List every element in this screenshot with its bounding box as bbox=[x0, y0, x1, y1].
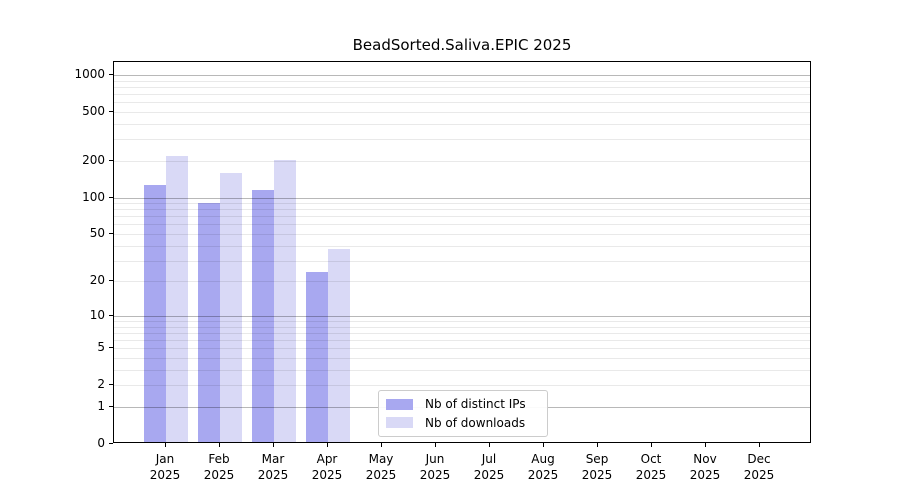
gridline-minor bbox=[114, 385, 810, 387]
gridline-minor bbox=[114, 203, 810, 205]
gridline-minor bbox=[114, 340, 810, 342]
gridline-minor bbox=[114, 326, 810, 328]
bar-distinct-ips bbox=[198, 202, 220, 442]
x-tick-label: Dec 2025 bbox=[743, 452, 775, 482]
y-tick-label: 500 bbox=[82, 103, 105, 118]
y-tick-mark bbox=[109, 384, 113, 386]
gridline-minor bbox=[114, 358, 810, 360]
legend-swatch-distinct-ips bbox=[386, 398, 413, 410]
gridline-minor bbox=[114, 369, 810, 371]
x-tick-label: Sep 2025 bbox=[581, 452, 613, 482]
bar-distinct-ips bbox=[144, 184, 166, 442]
legend-label-distinct-ips: Nb of distinct IPs bbox=[425, 397, 526, 412]
gridline-minor bbox=[114, 245, 810, 247]
x-tick-mark bbox=[596, 443, 598, 447]
gridline-minor bbox=[114, 123, 810, 125]
gridline-minor bbox=[114, 80, 810, 82]
x-tick-label: Feb 2025 bbox=[203, 452, 235, 482]
x-tick-label: Jun 2025 bbox=[419, 452, 451, 482]
x-tick-mark bbox=[650, 443, 652, 447]
x-tick-mark bbox=[272, 443, 274, 447]
gridline-minor bbox=[114, 111, 810, 113]
y-tick-mark bbox=[109, 405, 113, 407]
gridline-minor bbox=[114, 332, 810, 334]
y-tick-mark bbox=[109, 443, 113, 444]
x-tick-mark bbox=[380, 443, 382, 447]
y-tick-label: 200 bbox=[82, 152, 105, 167]
gridline-minor bbox=[114, 209, 810, 211]
bar-downloads bbox=[274, 159, 296, 442]
legend-item-distinct-ips: Nb of distinct IPs bbox=[379, 397, 547, 411]
gridline-minor bbox=[114, 233, 810, 235]
y-tick-label: 1000 bbox=[74, 67, 105, 81]
gridline-minor bbox=[114, 86, 810, 88]
plot-area bbox=[113, 61, 811, 443]
y-tick-mark bbox=[109, 280, 113, 282]
gridline-minor bbox=[114, 224, 810, 226]
y-tick-mark bbox=[109, 232, 113, 234]
y-tick-mark bbox=[109, 347, 113, 349]
gridline-minor bbox=[114, 348, 810, 350]
x-tick-label: Jan 2025 bbox=[149, 452, 181, 482]
x-tick-label: Apr 2025 bbox=[311, 452, 343, 482]
y-tick-mark bbox=[109, 159, 113, 161]
gridline-major bbox=[114, 75, 810, 76]
bar-distinct-ips bbox=[306, 272, 328, 442]
x-tick-mark bbox=[488, 443, 490, 447]
gridline-minor bbox=[114, 160, 810, 162]
y-tick-label: 100 bbox=[82, 189, 105, 204]
gridline-minor bbox=[114, 321, 810, 323]
y-tick-label: 50 bbox=[89, 225, 105, 240]
gridline-minor bbox=[114, 281, 810, 283]
y-tick-mark bbox=[109, 110, 113, 112]
gridline-minor bbox=[114, 102, 810, 104]
bar-downloads bbox=[166, 155, 188, 442]
x-tick-label: May 2025 bbox=[365, 452, 397, 482]
y-tick-label: 1 bbox=[97, 398, 105, 413]
gridline-minor bbox=[114, 260, 810, 262]
legend-swatch-downloads bbox=[386, 417, 413, 429]
x-tick-label: Mar 2025 bbox=[257, 452, 289, 482]
bar-distinct-ips bbox=[252, 189, 274, 442]
legend: Nb of distinct IPs Nb of downloads bbox=[378, 390, 548, 437]
chart-title: BeadSorted.Saliva.EPIC 2025 bbox=[352, 36, 572, 54]
y-tick-mark bbox=[109, 74, 113, 75]
legend-item-downloads: Nb of downloads bbox=[379, 416, 547, 430]
bar-downloads bbox=[328, 249, 350, 442]
y-tick-mark bbox=[109, 196, 113, 198]
y-tick-label: 0 bbox=[97, 436, 105, 450]
y-tick-mark bbox=[109, 314, 113, 316]
x-tick-label: Oct 2025 bbox=[635, 452, 667, 482]
gridline-major bbox=[114, 197, 810, 199]
gridline-minor bbox=[114, 94, 810, 96]
x-tick-mark bbox=[704, 443, 706, 447]
y-tick-label: 5 bbox=[97, 340, 105, 355]
y-tick-label: 20 bbox=[89, 273, 105, 288]
x-tick-mark bbox=[164, 443, 166, 447]
x-tick-mark bbox=[434, 443, 436, 447]
gridline-minor bbox=[114, 216, 810, 218]
x-tick-label: Jul 2025 bbox=[473, 452, 505, 482]
x-tick-label: Nov 2025 bbox=[689, 452, 721, 482]
y-tick-label: 10 bbox=[89, 307, 105, 322]
x-tick-mark bbox=[218, 443, 220, 447]
x-tick-mark bbox=[758, 443, 760, 447]
y-tick-label: 2 bbox=[97, 377, 105, 392]
bar-downloads bbox=[220, 172, 242, 442]
gridline-minor bbox=[114, 139, 810, 141]
x-tick-mark bbox=[326, 443, 328, 447]
legend-label-downloads: Nb of downloads bbox=[425, 415, 526, 430]
gridline-major bbox=[114, 315, 810, 317]
x-tick-label: Aug 2025 bbox=[527, 452, 559, 482]
x-tick-mark bbox=[542, 443, 544, 447]
